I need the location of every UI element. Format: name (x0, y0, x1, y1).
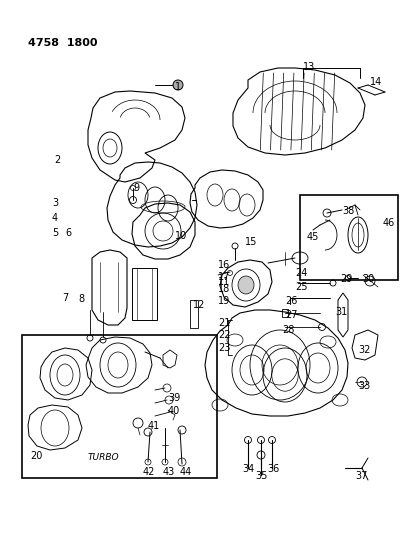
Text: 10: 10 (175, 231, 187, 241)
Text: 40: 40 (168, 406, 180, 416)
Text: 26: 26 (285, 296, 297, 306)
Text: 42: 42 (143, 467, 155, 477)
Text: 12: 12 (193, 300, 205, 310)
Text: 29: 29 (340, 274, 353, 284)
Text: 27: 27 (285, 310, 297, 320)
Text: 32: 32 (358, 345, 370, 355)
Bar (190, 300, 198, 328)
Text: 33: 33 (358, 381, 370, 391)
Circle shape (173, 80, 183, 90)
Text: 5: 5 (52, 228, 58, 238)
Text: 15: 15 (245, 237, 257, 247)
Text: 35: 35 (255, 471, 267, 481)
Bar (282, 309, 288, 317)
Text: 41: 41 (148, 421, 160, 431)
Text: 39: 39 (168, 393, 180, 403)
Text: 45: 45 (307, 232, 319, 242)
Text: 2: 2 (54, 155, 60, 165)
Text: 8: 8 (78, 294, 84, 304)
Text: 19: 19 (218, 296, 230, 306)
Text: 44: 44 (180, 467, 192, 477)
Text: 16: 16 (218, 260, 230, 270)
Text: 37: 37 (355, 471, 367, 481)
Text: 36: 36 (267, 464, 279, 474)
Text: 43: 43 (163, 467, 175, 477)
Text: 9: 9 (133, 183, 139, 193)
Text: 22: 22 (218, 330, 231, 340)
Text: 6: 6 (65, 228, 71, 238)
Text: 4758  1800: 4758 1800 (28, 38, 98, 48)
Text: 28: 28 (282, 325, 295, 335)
Text: 20: 20 (30, 451, 42, 461)
Text: 18: 18 (218, 284, 230, 294)
Text: 25: 25 (295, 282, 308, 292)
Bar (22, 335, 217, 478)
Text: 24: 24 (295, 268, 307, 278)
Text: 14: 14 (370, 77, 382, 87)
Text: 30: 30 (362, 274, 374, 284)
Text: TURBO: TURBO (88, 453, 120, 462)
Text: 38: 38 (342, 206, 354, 216)
Text: 21: 21 (218, 318, 231, 328)
Text: 31: 31 (335, 307, 347, 317)
Bar (300, 195, 398, 280)
Text: 11: 11 (218, 277, 230, 287)
Ellipse shape (238, 276, 254, 294)
Text: 46: 46 (383, 218, 395, 228)
Text: 13: 13 (303, 62, 315, 72)
Text: 17: 17 (218, 272, 231, 282)
Bar (132, 268, 157, 320)
Text: 23: 23 (218, 343, 231, 353)
Text: 7: 7 (62, 293, 68, 303)
Text: 34: 34 (242, 464, 254, 474)
Text: 4: 4 (52, 213, 58, 223)
Text: 3: 3 (52, 198, 58, 208)
Text: 1: 1 (175, 82, 181, 92)
